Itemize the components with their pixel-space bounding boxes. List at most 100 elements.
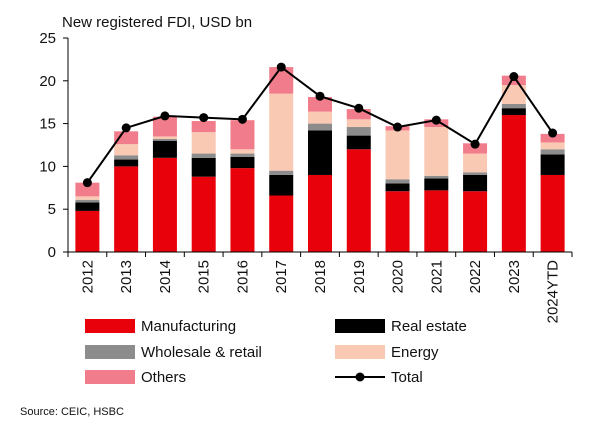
bar-wholesale-retail-2019 xyxy=(346,127,371,136)
x-tick-label-2024YTD: 2024YTD xyxy=(545,260,562,324)
bar-manufacturing-2023 xyxy=(501,115,526,252)
total-point-2020 xyxy=(393,122,403,132)
total-point-2014 xyxy=(160,111,170,121)
bar-energy-2016 xyxy=(230,149,255,154)
total-point-2024YTD xyxy=(548,128,558,138)
bar-real-estate-2022 xyxy=(463,174,488,192)
bar-manufacturing-2014 xyxy=(152,157,177,252)
x-tick-label-2013: 2013 xyxy=(118,260,135,293)
legend: Manufacturing Real estate Wholesale & reta… xyxy=(85,318,467,386)
y-tick-label-1: 5 xyxy=(48,201,56,218)
bar-energy-2020 xyxy=(385,130,410,180)
x-tick-label-2012: 2012 xyxy=(79,260,96,293)
total-point-2022 xyxy=(470,139,480,149)
bar-manufacturing-2021 xyxy=(424,190,449,252)
chart-title: New registered FDI, USD bn xyxy=(62,14,252,31)
x-tick-label-2023: 2023 xyxy=(506,260,523,293)
total-point-2012 xyxy=(82,178,92,188)
bar-energy-2021 xyxy=(424,127,449,176)
bar-real-estate-2016 xyxy=(230,156,255,169)
bar-manufacturing-2019 xyxy=(346,149,371,252)
bar-real-estate-2019 xyxy=(346,135,371,150)
legend-label-real-estate: Real estate xyxy=(391,318,467,335)
bar-energy-2023 xyxy=(501,85,526,104)
legend-swatch-real-estate xyxy=(335,319,385,333)
y-tick-label-2: 10 xyxy=(39,158,56,175)
total-point-2017 xyxy=(276,62,286,72)
bar-real-estate-2014 xyxy=(152,140,177,158)
bar-wholesale-retail-2013 xyxy=(114,155,139,160)
bar-energy-2014 xyxy=(152,136,177,140)
x-tick-label-2022: 2022 xyxy=(467,260,484,293)
bar-real-estate-2021 xyxy=(424,178,449,191)
bar-wholesale-retail-2017 xyxy=(269,170,294,175)
x-tick-label-2015: 2015 xyxy=(196,260,213,293)
y-axis: 0 5 10 15 20 25 xyxy=(39,30,69,261)
x-tick-label-2018: 2018 xyxy=(312,260,329,293)
bar-real-estate-2018 xyxy=(308,130,332,175)
bar-energy-2013 xyxy=(114,144,139,156)
bar-wholesale-retail-2021 xyxy=(424,175,449,179)
bar-others-2019 xyxy=(346,109,371,120)
bar-manufacturing-2024YTD xyxy=(540,174,565,252)
legend-swatch-wholesale-retail xyxy=(85,345,135,359)
y-tick-label-4: 20 xyxy=(39,73,56,90)
bar-others-2013 xyxy=(114,131,139,145)
bar-real-estate-2024YTD xyxy=(540,154,565,175)
bar-real-estate-2023 xyxy=(501,108,526,116)
bar-real-estate-2017 xyxy=(269,174,294,196)
legend-label-others: Others xyxy=(141,369,186,386)
total-point-2018 xyxy=(315,91,325,101)
y-tick-label-5: 25 xyxy=(39,30,56,47)
x-axis: 2012 2013 2014 2015 2016 2017 2018 2019 2020 2021… xyxy=(67,251,573,324)
total-point-2019 xyxy=(354,103,364,113)
bar-manufacturing-2015 xyxy=(191,176,216,252)
legend-swatch-others xyxy=(85,370,135,384)
bar-wholesale-retail-2018 xyxy=(308,123,332,131)
x-tick-label-2021: 2021 xyxy=(428,260,445,293)
bar-real-estate-2012 xyxy=(75,202,100,211)
total-point-2016 xyxy=(237,114,247,124)
y-tick-label-0: 0 xyxy=(48,244,56,261)
bar-others-2018 xyxy=(308,97,332,112)
bar-wholesale-retail-2012 xyxy=(75,199,100,203)
total-point-2015 xyxy=(199,113,209,123)
bars xyxy=(75,67,565,252)
bar-manufacturing-2012 xyxy=(75,210,100,252)
legend-label-manufacturing: Manufacturing xyxy=(141,318,236,335)
bar-others-2015 xyxy=(191,121,216,133)
legend-swatch-energy xyxy=(335,345,385,359)
bar-others-2024YTD xyxy=(540,133,565,143)
bar-real-estate-2020 xyxy=(385,183,410,192)
bar-manufacturing-2017 xyxy=(269,195,294,252)
bar-wholesale-retail-2015 xyxy=(191,153,216,158)
bar-others-2014 xyxy=(152,116,177,137)
bar-energy-2024YTD xyxy=(540,142,565,150)
legend-label-total: Total xyxy=(391,369,423,386)
bar-energy-2015 xyxy=(191,132,216,154)
y-tick-label-3: 15 xyxy=(39,116,56,133)
total-point-2021 xyxy=(431,115,441,125)
legend-label-wholesale-retail: Wholesale & retail xyxy=(141,344,262,361)
bar-energy-2019 xyxy=(346,119,371,128)
bar-manufacturing-2018 xyxy=(308,174,332,252)
legend-swatch-manufacturing xyxy=(85,319,135,333)
bar-real-estate-2013 xyxy=(114,159,139,167)
bar-manufacturing-2016 xyxy=(230,168,255,252)
x-tick-label-2017: 2017 xyxy=(273,260,290,293)
bar-wholesale-retail-2020 xyxy=(385,179,410,184)
legend-label-energy: Energy xyxy=(391,344,439,361)
bar-real-estate-2015 xyxy=(191,157,216,177)
bar-wholesale-retail-2014 xyxy=(152,139,177,141)
bar-others-2012 xyxy=(75,182,100,197)
total-point-2013 xyxy=(121,123,131,133)
bar-manufacturing-2013 xyxy=(114,166,139,252)
x-tick-label-2020: 2020 xyxy=(390,260,407,293)
total-point-2023 xyxy=(509,72,519,82)
x-tick-label-2016: 2016 xyxy=(234,260,251,293)
x-tick-label-2014: 2014 xyxy=(157,260,174,293)
bar-others-2016 xyxy=(230,120,255,150)
legend-swatch-marker-total xyxy=(355,372,365,382)
bar-energy-2012 xyxy=(75,196,100,200)
